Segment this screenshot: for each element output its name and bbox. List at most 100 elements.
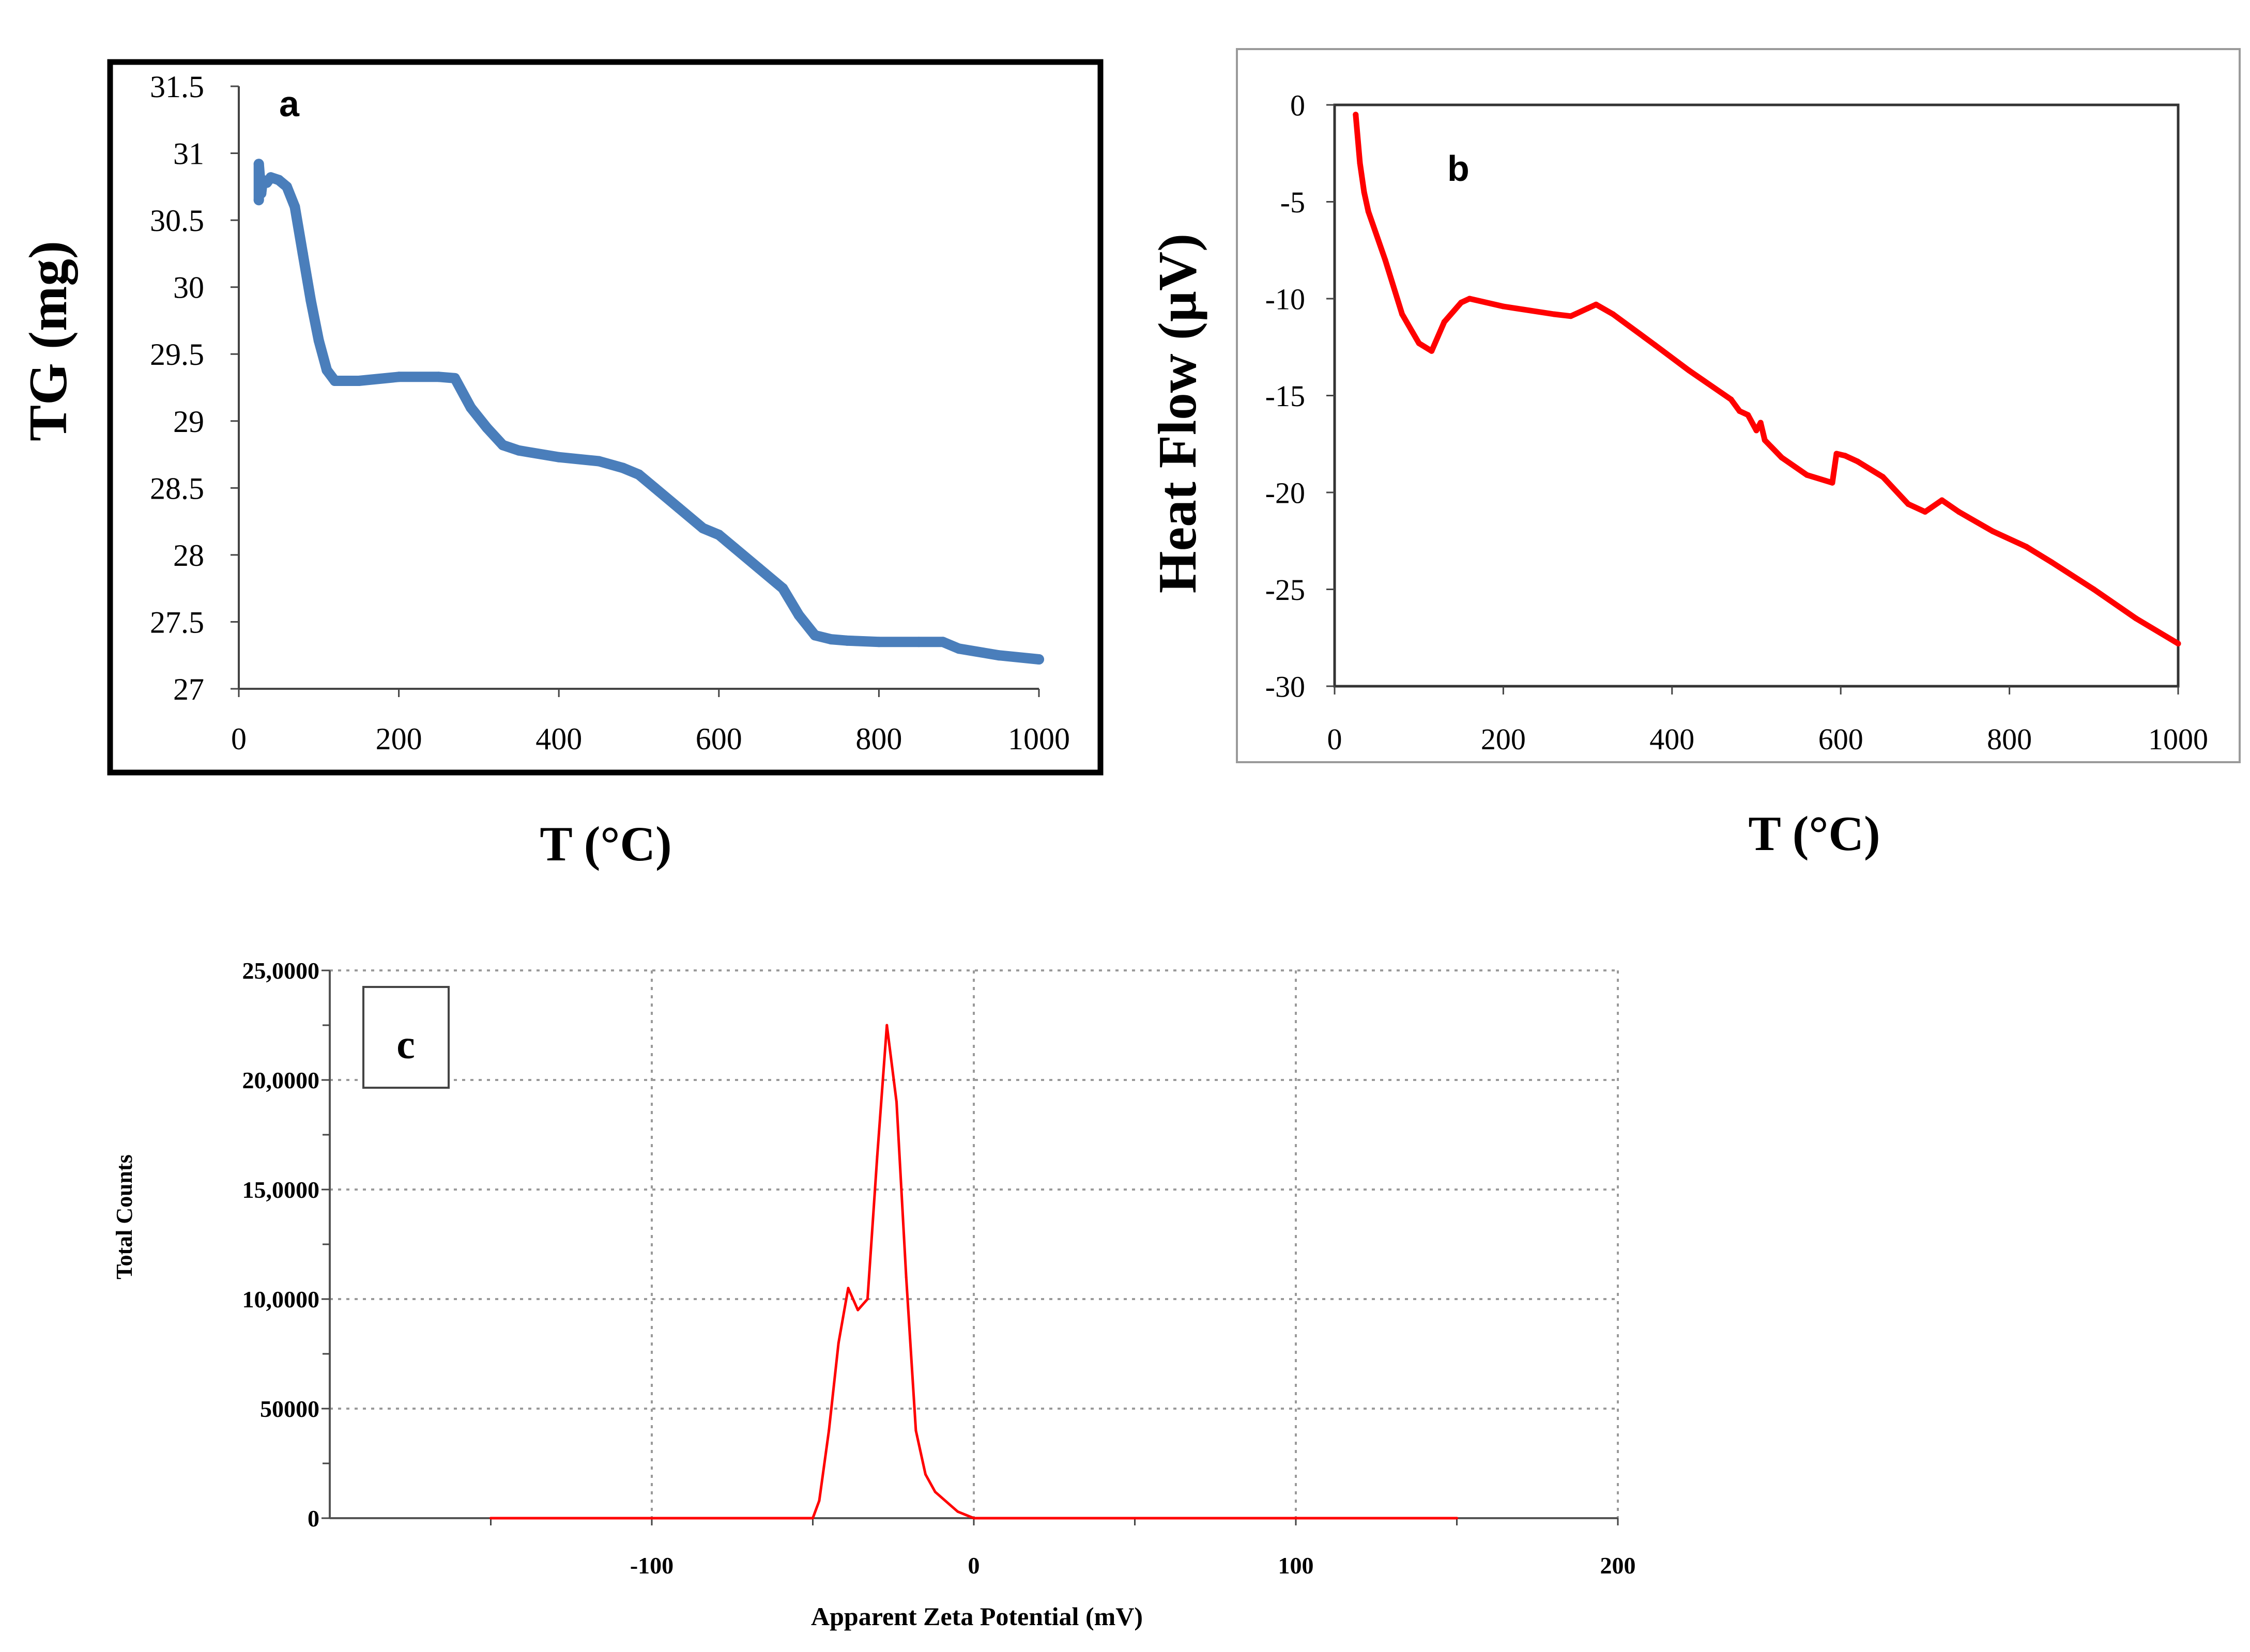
panel-c-data-point-8 — [876, 1155, 879, 1158]
panel-c-x-tick-label-1: 0 — [968, 1552, 980, 1579]
panel-b-data-point-25 — [1779, 455, 1785, 460]
panel-c-grid — [330, 969, 1619, 1518]
panel-b-data-point-28 — [1833, 451, 1840, 457]
panel-b-data-point-32 — [1905, 501, 1911, 507]
panel-b-data-point-4 — [1382, 257, 1388, 263]
panel-b-data-point-27 — [1829, 480, 1835, 486]
panel-c-y-tick-label-3: 15,0000 — [242, 1177, 320, 1203]
panel-b-y-tick-label-0: 0 — [1290, 88, 1305, 122]
panel-a-data-point-30 — [697, 523, 708, 534]
panel-a-y-tick-label-2: 28 — [173, 538, 204, 573]
panel-b-y-tick-label-1: -5 — [1280, 186, 1305, 219]
panel-a-data-point-21 — [481, 422, 492, 433]
panel-b-data-point-22 — [1753, 427, 1759, 434]
panel-b-data-point-12 — [1551, 311, 1557, 317]
panel-a-data-point-18 — [434, 372, 444, 382]
panel-c-x-tick-label-3: 200 — [1600, 1552, 1636, 1579]
panel-c-xlabel: Apparent Zeta Potential (mV) — [811, 1602, 1143, 1631]
panel-c-data-point-14 — [933, 1490, 937, 1493]
panel-b-data-point-37 — [2023, 544, 2029, 550]
panel-a-data-point-42 — [954, 643, 965, 654]
panel-a-xlabel: T (°C) — [540, 816, 671, 871]
panel-b-data-point-40 — [2133, 615, 2139, 622]
panel-c-data-point-9 — [885, 1024, 889, 1027]
panel-a-data-point-14 — [338, 376, 348, 387]
panel-b-y-tick-label-6: -30 — [1265, 670, 1305, 703]
panel-a-data-point-12 — [322, 365, 332, 376]
panel-b-data-point-14 — [1585, 305, 1591, 312]
panel-c-y-tick-label-0: 0 — [308, 1505, 319, 1532]
panel-b-series — [1353, 112, 2181, 646]
panel-c-x-tick-label-0: -100 — [630, 1552, 674, 1579]
panel-b-data-point-30 — [1855, 458, 1861, 465]
panel-b-data-point-35 — [1956, 509, 1962, 515]
panel-b-data-point-20 — [1736, 408, 1742, 414]
panel-a-y-tick-label-4: 29 — [173, 405, 204, 439]
panel-a-y-tick-label-0: 27 — [173, 672, 204, 706]
panel-c-data-point-17 — [1456, 1517, 1458, 1520]
panel-a-series — [253, 159, 1044, 665]
panel-a-y-ticks: 27 27.5 28 28.5 29 29.5 30 30.5 31 31.5 — [150, 70, 239, 706]
panel-c-annotation-box — [362, 986, 450, 1089]
panel-a-data-point-36 — [809, 630, 820, 641]
panel-c-y-tick-label-5: 25,0000 — [242, 958, 320, 984]
panel-a-data-point-11 — [313, 335, 324, 346]
panel-a-data-point-7 — [281, 181, 292, 192]
panel-b-data-point-23 — [1757, 420, 1764, 426]
panel-a-data-point-41 — [938, 637, 948, 647]
panel-a-data-point-38 — [841, 635, 852, 646]
panel-a-data-point-35 — [793, 610, 804, 621]
panel-b-y-tick-label-3: -15 — [1265, 379, 1305, 413]
panel-b-heatflow-chart: 0 200 400 600 800 1000 0 -5 -10 -15 -20 -25 -30 b H… — [1147, 48, 2241, 861]
panel-b-data-point-2 — [1361, 189, 1367, 195]
panel-a-y-tick-label-3: 28.5 — [150, 471, 204, 505]
panel-b-data-point-5 — [1399, 311, 1405, 317]
panel-a-data-point-15 — [345, 376, 356, 387]
panel-b-y-ticks: 0 -5 -10 -15 -20 -25 -30 — [1265, 88, 1335, 703]
panel-a-data-point-24 — [554, 452, 564, 462]
panel-c-data-point-3 — [828, 1429, 831, 1432]
panel-b-data-point-17 — [1652, 342, 1658, 348]
panel-c-annotation: c — [396, 1022, 415, 1068]
panel-b-data-point-3 — [1365, 208, 1371, 214]
panel-b-y-tick-label-4: -20 — [1265, 476, 1305, 510]
panel-b-data-point-24 — [1762, 437, 1768, 443]
panel-b-x-tick-label-4: 800 — [1987, 722, 2032, 756]
panel-b-data-point-19 — [1728, 396, 1734, 403]
panel-a-data-point-31 — [713, 530, 724, 541]
panel-a-y-tick-label-6: 30 — [173, 271, 204, 305]
panel-a-data-point-32 — [729, 543, 740, 553]
panel-c-data-point-4 — [837, 1341, 840, 1345]
panel-b-data-point-8 — [1441, 319, 1447, 325]
panel-c-data-point-13 — [924, 1473, 927, 1476]
panel-b-annotation: b — [1447, 148, 1470, 189]
panel-c-y-tick-label-4: 20,0000 — [242, 1067, 320, 1093]
panel-a-x-tick-label-2: 400 — [535, 722, 582, 756]
panel-a-data-point-40 — [913, 637, 924, 647]
panel-b-data-point-10 — [1466, 296, 1473, 302]
panel-a-tg-chart: 0 200 400 600 800 1000 27 27.5 28 28.5 29 29.5 30 30… — [18, 59, 1104, 871]
panel-b-x-tick-label-3: 600 — [1818, 722, 1863, 756]
panel-a-data-point-1 — [253, 159, 264, 169]
panel-a-data-point-27 — [634, 469, 644, 480]
panel-a-data-point-39 — [874, 637, 884, 647]
panel-c-series — [489, 1024, 1458, 1520]
panel-a-x-tick-label-4: 800 — [855, 722, 902, 756]
panel-a-y-tick-label-9: 31.5 — [150, 70, 204, 104]
panel-b-data-point-29 — [1842, 453, 1848, 459]
panel-a-data-point-26 — [618, 462, 629, 473]
panel-b-y-tick-label-2: -10 — [1265, 282, 1305, 316]
panel-a-data-point-17 — [393, 372, 404, 382]
panel-b-data-point-15 — [1593, 301, 1599, 307]
panel-c-data-point-16 — [972, 1517, 975, 1520]
panel-a-data-point-8 — [289, 202, 300, 212]
panel-c-data-point-10 — [895, 1100, 898, 1103]
panel-c-ylabel: Total Counts — [112, 1154, 137, 1279]
panel-b-data-point-9 — [1458, 300, 1464, 305]
panel-b-data-point-7 — [1429, 348, 1435, 354]
panel-a-data-point-37 — [825, 634, 836, 645]
panel-a-data-point-22 — [497, 440, 508, 451]
panel-a-data-point-2 — [256, 188, 267, 199]
panel-a-y-tick-label-1: 27.5 — [150, 605, 204, 639]
panel-b-y-tick-label-5: -25 — [1265, 573, 1305, 607]
